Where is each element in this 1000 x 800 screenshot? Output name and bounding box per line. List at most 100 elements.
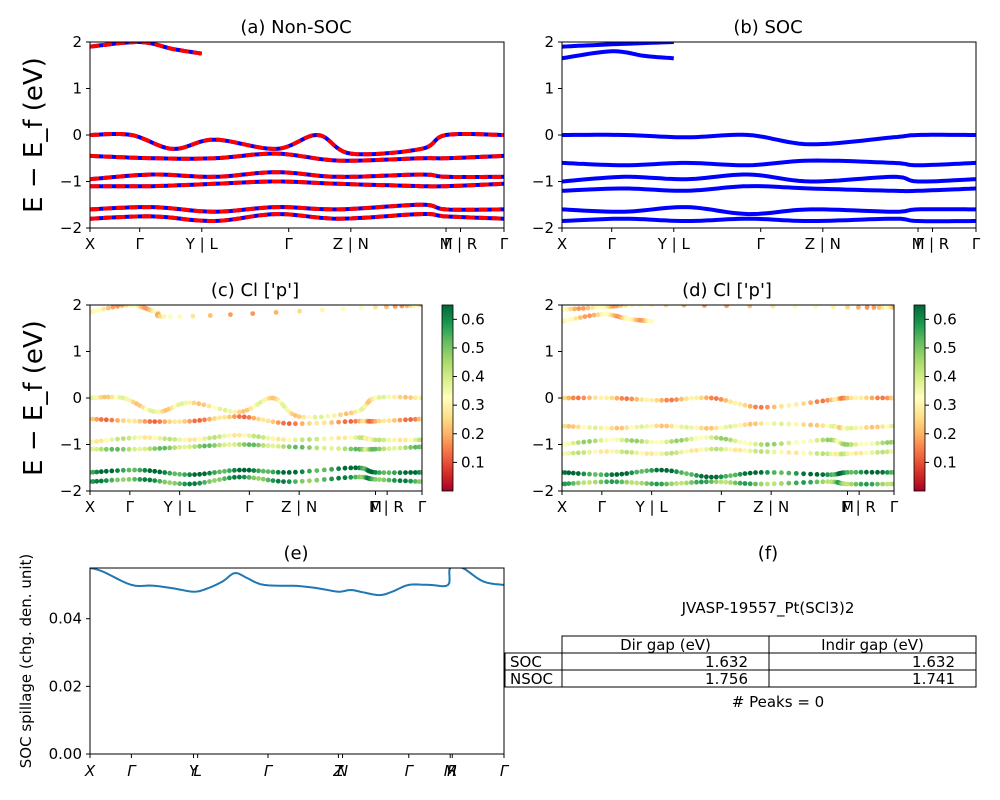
projection-point: [779, 481, 784, 486]
projection-point: [758, 421, 764, 426]
projection-point: [419, 479, 422, 485]
ytick-label: −1: [60, 436, 82, 454]
projection-point: [419, 305, 422, 308]
projection-point: [814, 399, 820, 405]
projection-point: [709, 474, 714, 480]
projection-point: [348, 446, 354, 452]
projection-point: [260, 476, 266, 482]
projection-point: [592, 425, 598, 431]
projection-point: [412, 416, 418, 422]
projection-point: [793, 471, 799, 476]
projection-point: [190, 313, 196, 319]
projection-point: [172, 437, 178, 442]
projection-point: [202, 443, 207, 449]
xtick-label: Y: [189, 762, 200, 780]
projection-point: [649, 397, 654, 403]
projection-point: [307, 445, 312, 450]
projection-point: [694, 435, 699, 441]
projection-point: [192, 444, 198, 449]
projection-point: [779, 449, 784, 455]
projection-point: [392, 437, 397, 443]
projection-point: [197, 443, 203, 449]
ytick-label: 1: [544, 343, 554, 361]
projection-point: [275, 443, 281, 449]
projection-point: [137, 467, 143, 473]
projection-point: [801, 422, 806, 427]
projection-point: [581, 439, 587, 445]
projection-point: [575, 480, 581, 486]
projection-point: [814, 438, 820, 443]
projection-point: [187, 481, 193, 487]
projection-point: [598, 425, 604, 431]
projection-point: [753, 448, 758, 454]
projection-point: [587, 395, 592, 401]
projection-point: [737, 401, 743, 407]
ytick-label: 0.04: [49, 610, 82, 628]
projection-point: [192, 481, 198, 487]
projection-point: [876, 305, 882, 310]
projection-point: [639, 480, 645, 486]
projection-point: [884, 449, 890, 455]
projection-point: [569, 316, 574, 322]
projection-point: [758, 404, 764, 410]
projection-point: [681, 305, 687, 308]
projection-point: [566, 423, 572, 429]
xtick-label: Γ: [264, 762, 274, 780]
projection-point: [120, 436, 126, 441]
projection-point: [598, 449, 604, 455]
projection-point: [182, 444, 188, 450]
projection-point: [403, 437, 408, 443]
projection-point: [598, 472, 604, 478]
projection-point: [97, 307, 102, 313]
projection-point: [825, 451, 830, 457]
projection-point: [875, 481, 880, 487]
projection-point: [227, 475, 232, 481]
table-value: 1.756: [705, 670, 748, 688]
projection-point: [270, 443, 276, 449]
xtick-label: R: [447, 762, 457, 780]
projection-point: [758, 470, 764, 475]
xtick-label: Γ: [757, 235, 766, 253]
projection-point: [864, 450, 869, 456]
projection-point: [265, 469, 271, 474]
projection-point: [718, 474, 724, 480]
projection-point: [709, 435, 714, 440]
projection-point: [241, 442, 247, 447]
table-value: 1.741: [912, 670, 955, 688]
projection-point: [793, 421, 799, 427]
projection-point: [192, 437, 198, 442]
projection-point: [684, 424, 689, 430]
projection-point: [624, 437, 630, 443]
xtick-label: Γ: [285, 235, 294, 253]
panel-e: (e) 0.04 0.02 0.00 X Γ YL Γ ZN Γ MR Γ SOC spillag…: [17, 543, 510, 780]
projection-point: [891, 481, 894, 487]
projection-point: [222, 407, 228, 413]
projection-point: [142, 435, 148, 440]
projection-point: [598, 479, 604, 485]
projection-point: [742, 422, 748, 428]
panel-c-colorbar: 0.6 0.5 0.4 0.3 0.2 0.1: [441, 304, 485, 492]
panel-c-ylabel: E − E_f (eV): [19, 320, 49, 476]
projection-point: [227, 468, 232, 474]
projection-point: [126, 477, 132, 482]
projection-point: [573, 316, 579, 321]
projection-point: [353, 446, 358, 452]
projection-point: [718, 397, 724, 402]
projection-point: [376, 470, 382, 475]
projection-point: [598, 438, 604, 443]
projection-point: [689, 436, 694, 442]
projection-point: [619, 396, 625, 401]
projection-point: [737, 480, 743, 486]
projection-point: [103, 478, 109, 483]
projection-point: [412, 444, 418, 450]
projection-point: [132, 476, 138, 482]
projection-point: [609, 472, 615, 478]
projection-point: [157, 313, 163, 319]
projection-point: [713, 425, 719, 431]
projection-point: [713, 479, 719, 485]
projection-point: [765, 442, 770, 447]
projection-point: [634, 469, 640, 475]
projection-point: [884, 481, 890, 487]
projection-point: [629, 450, 635, 455]
projection-point: [94, 446, 100, 452]
